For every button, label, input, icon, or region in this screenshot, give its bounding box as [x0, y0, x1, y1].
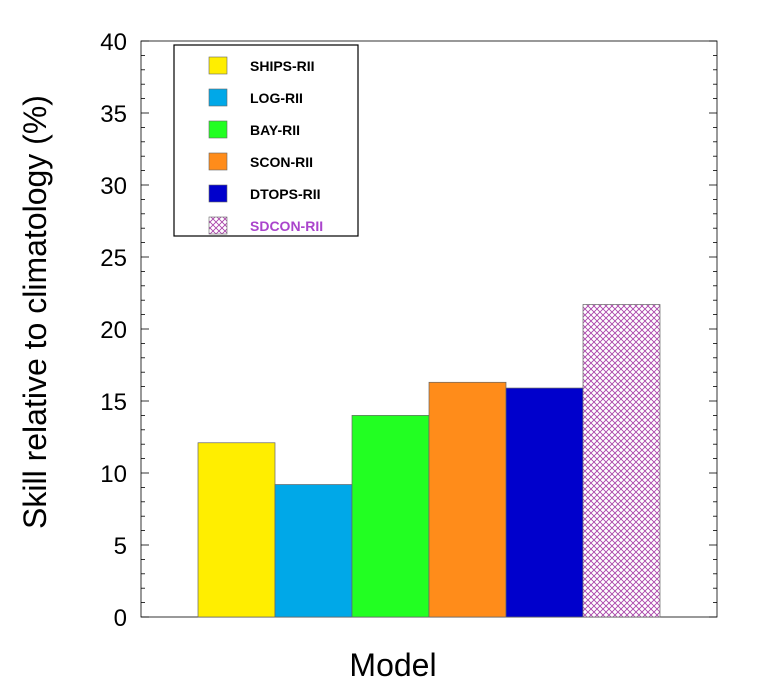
- legend-swatch: [208, 120, 228, 139]
- bar-scon-rii: [428, 381, 507, 618]
- bar-bay-rii: [351, 415, 430, 618]
- legend-swatch: [208, 88, 228, 107]
- legend-label: DTOPS-RII: [250, 186, 321, 202]
- legend-label: SCON-RII: [250, 154, 313, 170]
- bars: [197, 304, 661, 618]
- y-tick-label: 15: [100, 389, 127, 416]
- bar-ships-rii: [197, 442, 276, 618]
- legend-swatch: [208, 216, 228, 235]
- y-tick-label: 35: [100, 101, 127, 128]
- legend-box: [173, 44, 359, 237]
- legend: SHIPS-RII LOG-RII BAY-RII SCON-RII DTOPS-RII…: [173, 44, 359, 237]
- bar-sdcon-rii: [582, 304, 661, 618]
- bar-dtops-rii: [505, 387, 584, 618]
- legend-swatch: [208, 184, 228, 203]
- y-tick-label: 5: [114, 533, 127, 560]
- legend-swatch: [208, 152, 228, 171]
- legend-label: SHIPS-RII: [250, 58, 315, 74]
- y-tick-label: 20: [100, 317, 127, 344]
- y-axis: 0 5 10 15 20 25 30 35 40: [100, 29, 717, 632]
- bar-log-rii: [274, 484, 353, 618]
- y-axis-title: Skill relative to climatology (%): [17, 95, 53, 529]
- legend-swatch: [208, 56, 228, 75]
- y-tick-label: 0: [114, 605, 127, 632]
- x-axis-title: Model: [349, 647, 436, 683]
- y-tick-label: 25: [100, 245, 127, 272]
- legend-label: BAY-RII: [250, 122, 300, 138]
- y-tick-label: 30: [100, 173, 127, 200]
- legend-label: SDCON-RII: [250, 218, 323, 234]
- y-tick-label: 10: [100, 461, 127, 488]
- y-tick-label: 40: [100, 29, 127, 56]
- legend-label: LOG-RII: [250, 90, 303, 106]
